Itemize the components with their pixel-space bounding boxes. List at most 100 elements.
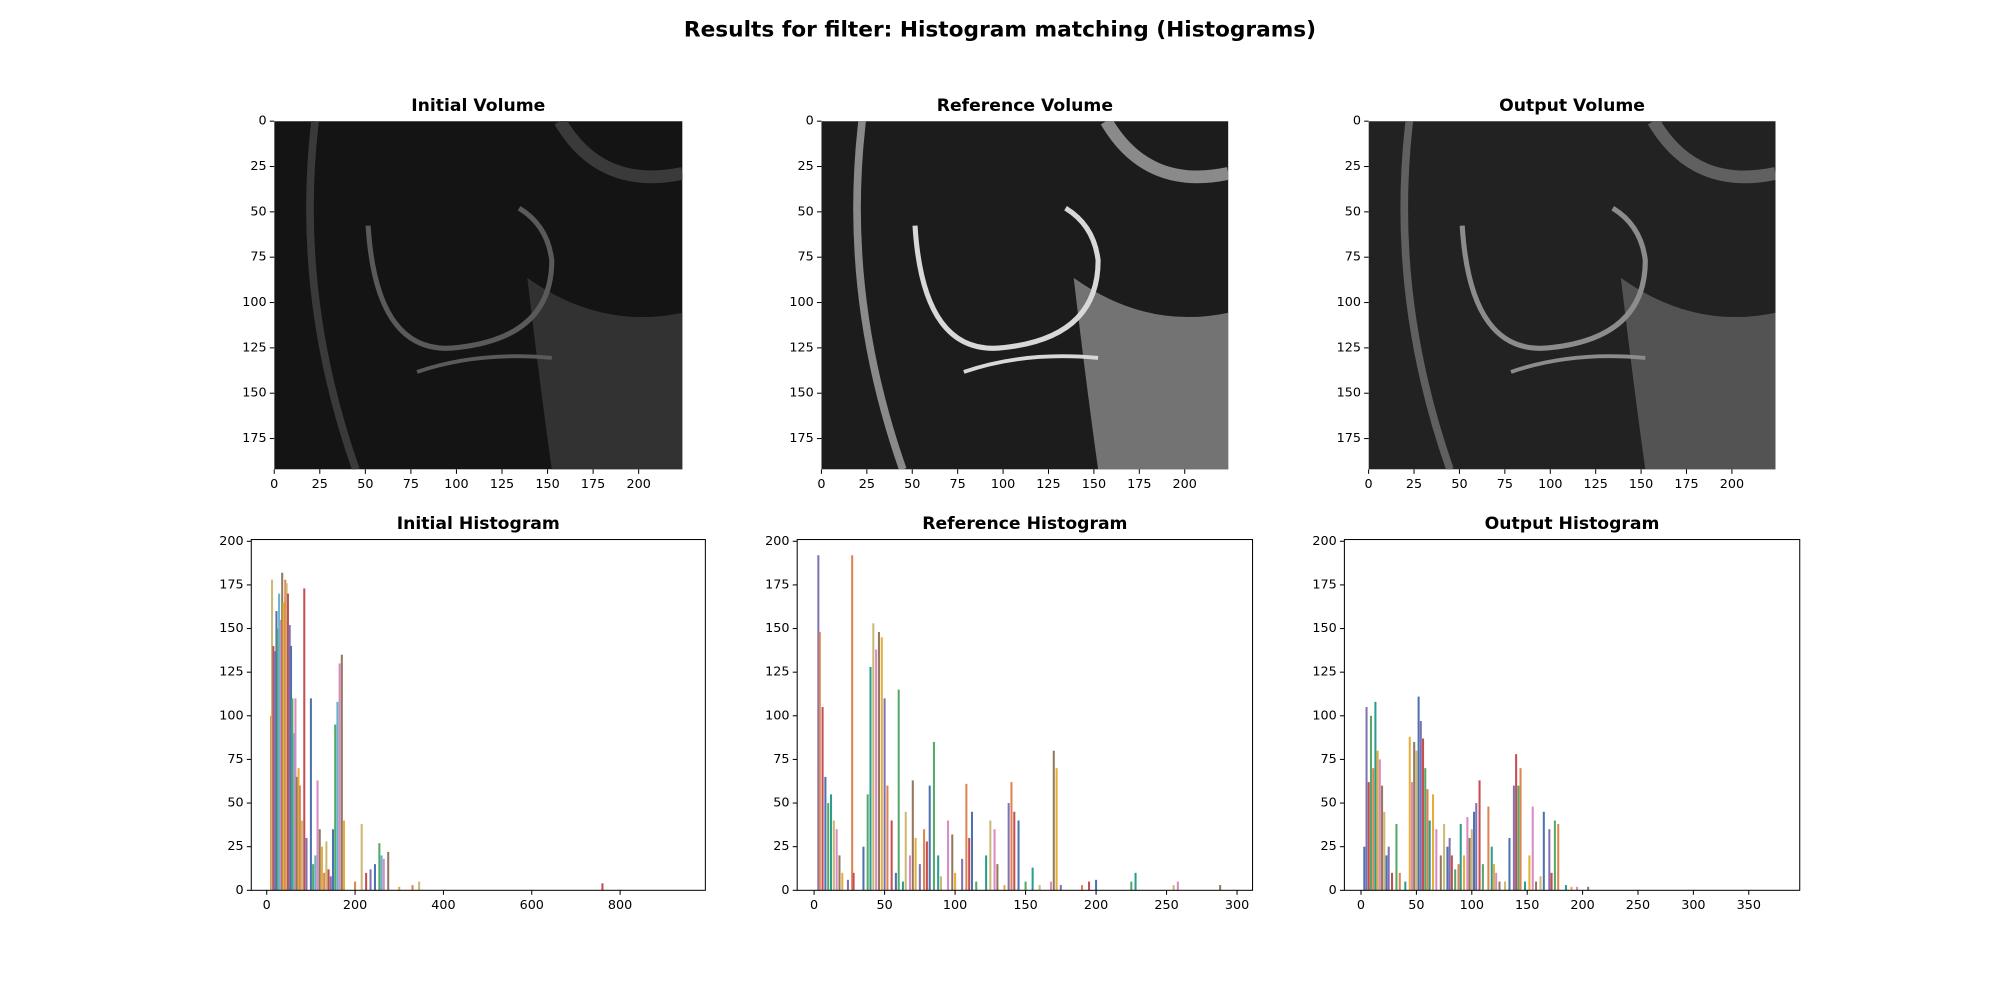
bar	[278, 593, 281, 891]
x-tick-label: 175	[1674, 477, 1698, 492]
bar	[890, 820, 893, 891]
bar	[1557, 823, 1560, 891]
bar	[897, 689, 900, 891]
bar	[1052, 750, 1055, 891]
bar	[1466, 817, 1469, 891]
bar	[1570, 886, 1573, 891]
bar	[314, 855, 317, 891]
y-tick-label: 75	[773, 752, 789, 767]
y-tick-label: 25	[773, 839, 789, 854]
axes-frame	[796, 539, 1254, 891]
x-tick-label: 0	[263, 898, 271, 913]
y-tick-label: 25	[1345, 159, 1361, 174]
bar	[309, 698, 312, 891]
bar	[968, 837, 971, 891]
bar	[851, 555, 854, 891]
y-tick-label: 175	[1337, 431, 1361, 446]
y-tick-label: 125	[765, 665, 789, 680]
bar	[1481, 864, 1484, 891]
bar	[817, 555, 820, 891]
bar	[1395, 823, 1398, 891]
bar	[354, 881, 357, 891]
x-tick-label: 150	[1082, 477, 1106, 492]
axes-frame	[1343, 539, 1801, 891]
bar	[1374, 701, 1377, 891]
bar	[911, 780, 914, 891]
panel: Initial Histogram 0 200 400 600 800 0 25 50 75 100…	[219, 514, 706, 913]
bar	[1017, 820, 1020, 891]
bar	[1548, 829, 1551, 891]
y-tick-label: 75	[250, 250, 266, 265]
x-tick-label: 300	[1225, 898, 1249, 913]
bar	[869, 666, 872, 891]
x-tick-label: 200	[1720, 477, 1744, 492]
y-tick-label: 0	[235, 883, 243, 898]
x-tick-label: 200	[1084, 898, 1108, 913]
bar	[320, 846, 323, 891]
bar	[1495, 872, 1498, 891]
bar	[1492, 864, 1495, 891]
bar	[1517, 785, 1520, 891]
y-tick-label: 100	[219, 708, 243, 723]
x-tick-label: 800	[608, 898, 632, 913]
y-tick-label: 100	[765, 708, 789, 723]
x-tick-label: 100	[991, 477, 1015, 492]
y-tick-label: 150	[789, 386, 813, 401]
bar	[1007, 803, 1010, 891]
bar	[894, 872, 897, 891]
bar	[821, 707, 824, 891]
y-tick-label: 0	[1329, 883, 1337, 898]
bar	[285, 583, 288, 891]
bar	[880, 637, 883, 891]
y-tick-label: 175	[789, 431, 813, 446]
panel: Initial Volume 0 25 50 75 100 125 150 175 200 0 25 5…	[242, 96, 683, 492]
bar	[1498, 881, 1501, 891]
axes-title: Reference Volume	[937, 96, 1113, 116]
image-tissue	[1620, 277, 1776, 470]
y-tick-label: 150	[219, 621, 243, 636]
image-tissue	[527, 277, 683, 470]
image-edge	[554, 121, 683, 184]
y-tick-label: 50	[227, 796, 243, 811]
bar	[1087, 881, 1091, 891]
bar	[1176, 881, 1179, 891]
bar	[1398, 872, 1401, 891]
bar	[316, 780, 319, 891]
y-tick-label: 200	[1312, 534, 1336, 549]
bar	[1531, 806, 1534, 891]
bar	[818, 632, 821, 891]
y-tick-label: 125	[219, 665, 243, 680]
bar	[273, 651, 276, 891]
bar	[331, 829, 335, 891]
x-tick-label: 100	[1538, 477, 1562, 492]
bar	[918, 864, 921, 891]
x-tick-label: 50	[876, 898, 892, 913]
bar	[1539, 876, 1542, 891]
bar	[1459, 823, 1462, 891]
bar	[340, 654, 343, 891]
bar	[1031, 867, 1034, 891]
bar	[1508, 837, 1511, 891]
bar	[961, 858, 964, 891]
y-tick-label: 100	[242, 295, 266, 310]
x-tick-label: 0	[810, 898, 818, 913]
panel: Output Volume 0 25 50 75 100 125 150 175 200 0 25 50…	[1337, 96, 1776, 492]
bar	[830, 794, 833, 891]
bar	[336, 701, 339, 891]
x-tick-label: 0	[270, 477, 278, 492]
bar	[928, 785, 931, 891]
bar	[883, 698, 886, 891]
y-tick-label: 50	[250, 204, 266, 219]
image-cartilage	[365, 206, 555, 351]
bar	[284, 579, 287, 891]
bar	[365, 872, 368, 891]
bar	[411, 885, 414, 891]
y-tick-label: 25	[798, 159, 814, 174]
bar	[1463, 855, 1466, 891]
bar	[872, 623, 875, 891]
bar	[1376, 750, 1379, 891]
bar	[369, 869, 372, 891]
bar	[1435, 829, 1438, 891]
y-tick-label: 75	[1321, 752, 1337, 767]
bar	[832, 820, 835, 891]
